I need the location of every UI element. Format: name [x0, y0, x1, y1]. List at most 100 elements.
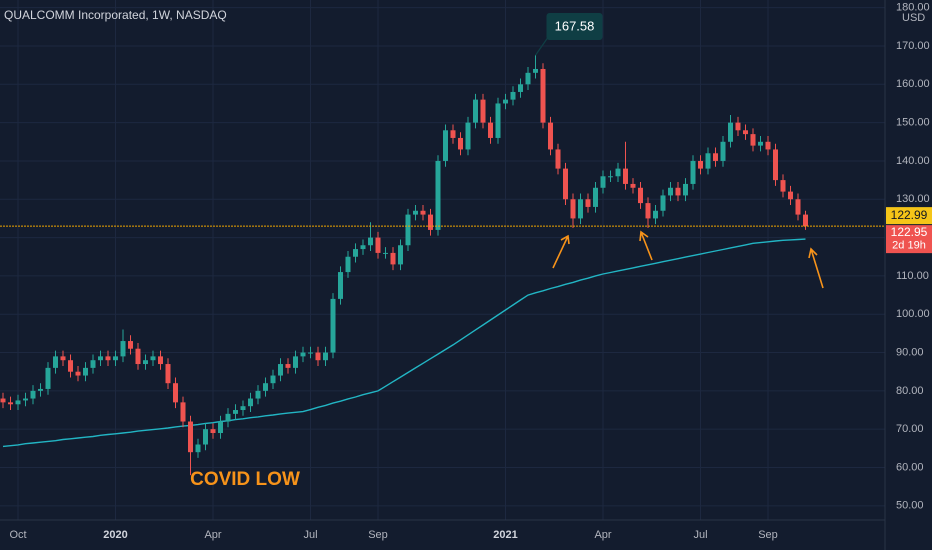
candle-body	[473, 99, 478, 123]
candle-body	[0, 398, 6, 403]
candle-body	[225, 413, 231, 422]
candle-body	[263, 383, 268, 391]
candle-body	[413, 210, 418, 215]
candle-body	[713, 153, 718, 161]
candle-body	[398, 245, 403, 265]
y-tick-label: 150.00	[896, 117, 930, 129]
candle-body	[233, 410, 238, 414]
candle-body	[75, 371, 81, 376]
candle-body	[675, 187, 681, 196]
candle-body	[495, 103, 501, 138]
candle-body	[563, 168, 568, 200]
candle-body	[330, 298, 336, 353]
y-tick-label: 110.00	[896, 270, 929, 282]
x-tick-label: Jul	[303, 529, 317, 541]
candle-body	[360, 245, 366, 250]
y-tick-label: 90.00	[896, 346, 924, 358]
candle-body	[375, 237, 381, 253]
candle-body	[195, 444, 201, 453]
x-tick-label: Oct	[9, 529, 26, 541]
candle-body	[585, 199, 591, 207]
candle-body	[420, 210, 426, 215]
countdown-label: 2d 19h	[892, 240, 926, 252]
candle-body	[338, 272, 343, 299]
candle-body	[8, 402, 13, 405]
candle-body	[38, 388, 43, 391]
candle-body	[248, 398, 253, 407]
candle-body	[278, 364, 283, 376]
candle-body	[735, 122, 741, 131]
candle-body	[113, 356, 118, 361]
y-tick-label: 140.00	[896, 155, 930, 167]
candle-body	[285, 364, 291, 368]
candle-body	[690, 160, 696, 184]
y-tick-label: 60.00	[896, 461, 924, 473]
candle-body	[353, 249, 358, 257]
candle-body	[45, 367, 51, 389]
candle-body	[68, 360, 73, 372]
candle-body	[593, 187, 598, 207]
x-tick-label: Sep	[758, 529, 778, 541]
candle-body	[503, 99, 508, 104]
candle-body	[465, 122, 471, 150]
y-tick-label: 100.00	[896, 308, 930, 320]
candle-body	[308, 352, 313, 354]
candle-body	[668, 187, 673, 196]
candle-body	[758, 141, 763, 146]
candle-body	[525, 72, 531, 85]
candle-body	[773, 149, 778, 181]
chart-title: QUALCOMM Incorporated, 1W, NASDAQ	[4, 8, 227, 22]
candle-body	[30, 390, 36, 399]
candle-body	[390, 252, 396, 265]
candle-body	[315, 352, 321, 361]
y-tick-label: 180.00	[896, 2, 930, 14]
candle-body	[218, 421, 223, 434]
candle-body	[653, 210, 658, 219]
candle-body	[450, 130, 456, 138]
candle-body	[180, 402, 186, 422]
candle-body	[488, 122, 493, 138]
candle-body	[165, 364, 171, 384]
candle-body	[255, 390, 261, 399]
candle-body	[803, 214, 808, 227]
arrow	[639, 230, 653, 261]
candle-body	[705, 153, 711, 169]
candle-body	[540, 68, 546, 123]
annotation-box	[546, 13, 603, 40]
candle-body	[435, 160, 441, 230]
candle-body	[570, 199, 576, 219]
x-tick-label: Jul	[693, 529, 707, 541]
candle-body	[23, 398, 28, 401]
plot: 167.58 COVID LOW	[0, 13, 885, 490]
axis: 50.0060.0070.0080.0090.00100.00110.00120…	[9, 2, 932, 541]
candle-body	[143, 360, 148, 365]
candle-body	[128, 341, 133, 349]
candle-body	[300, 352, 306, 357]
candle-body	[458, 137, 463, 150]
moving-average	[2, 238, 806, 448]
candle-body	[83, 367, 88, 376]
candle-body	[608, 176, 613, 178]
y-tick-label: 170.00	[896, 40, 930, 52]
candle-body	[743, 130, 748, 135]
candle-body	[293, 356, 298, 368]
candle-body	[638, 187, 643, 204]
candle-body	[428, 214, 433, 230]
candle-body	[158, 356, 163, 365]
candle-body	[98, 356, 103, 361]
candle-body	[645, 203, 651, 219]
candle-body	[345, 256, 351, 273]
candle-body	[120, 341, 126, 357]
candle-body	[188, 421, 193, 453]
annotation-text: COVID LOW	[190, 469, 300, 490]
candle-body	[600, 176, 606, 188]
candle-body	[383, 252, 388, 254]
candle-body	[173, 383, 178, 403]
candle-body	[15, 400, 21, 405]
x-tick-label: Apr	[594, 529, 611, 541]
candle-body	[720, 141, 726, 161]
candle-body	[510, 91, 516, 100]
axis-unit: USD	[902, 12, 925, 24]
